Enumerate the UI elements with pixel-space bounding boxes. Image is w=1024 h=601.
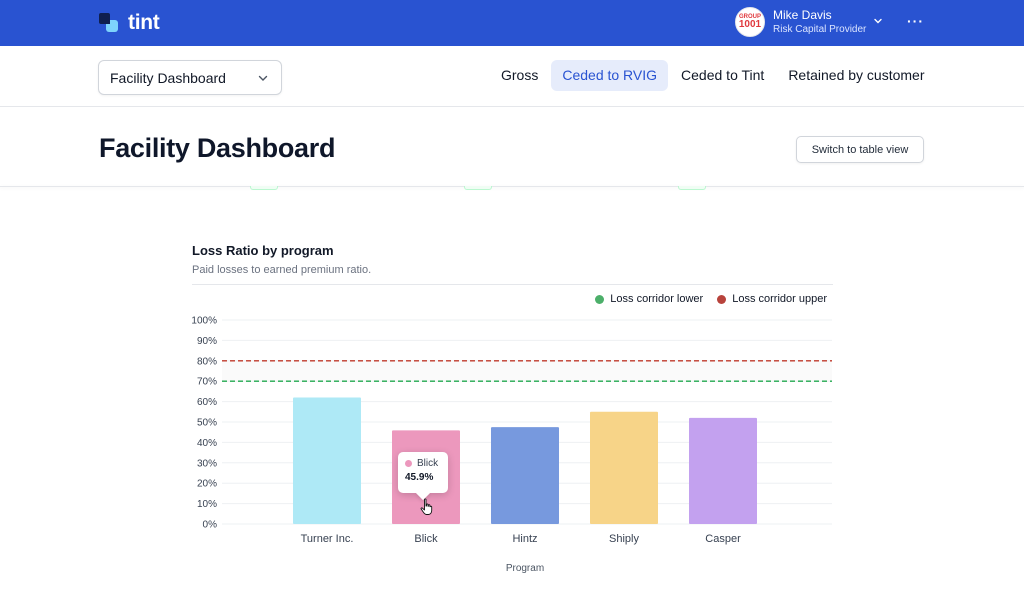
dashboard-select[interactable]: Facility Dashboard [98, 60, 282, 95]
tab-retained-by-customer[interactable]: Retained by customer [788, 67, 925, 83]
page-title: Facility Dashboard [99, 133, 336, 163]
sub-navigation: Facility Dashboard Gross Ceded to RVIG C… [0, 46, 1024, 107]
user-name: Mike Davis [773, 8, 832, 22]
user-info: Mike Davis Risk Capital Provider [773, 8, 866, 36]
chevron-down-icon [258, 75, 268, 81]
dashboard-select-value: Facility Dashboard [110, 69, 226, 86]
partial-badge [678, 186, 706, 190]
tooltip-label: Blick [417, 458, 439, 469]
tab-ceded-to-rvig[interactable]: Ceded to RVIG [551, 60, 669, 91]
x-tick-label: Shiply [609, 533, 639, 545]
legend-label: Loss corridor lower [610, 293, 704, 305]
y-tick-label: 10% [197, 499, 217, 510]
legend-item-lower[interactable]: Loss corridor lower [595, 293, 703, 305]
avatar-text-bottom: 1001 [738, 19, 762, 30]
x-tick-label: Blick [414, 533, 438, 545]
avatar-text-top: GROUP [738, 14, 761, 20]
partial-badge [464, 186, 492, 190]
bar-turner-inc [293, 397, 361, 524]
chart-divider [192, 284, 833, 285]
y-tick-label: 0% [203, 520, 218, 531]
y-tick-label: 100% [191, 316, 217, 327]
x-tick-label: Hintz [512, 533, 537, 545]
legend-dot-icon [717, 294, 727, 304]
view-tabs: Gross Ceded to RVIG Ceded to Tint Retain… [490, 60, 938, 91]
y-tick-label: 90% [197, 336, 217, 347]
chart-subtitle: Paid losses to earned premium ratio. [192, 264, 372, 276]
chevron-down-icon[interactable] [873, 16, 883, 26]
tab-gross[interactable]: Gross [501, 67, 539, 83]
y-tick-label: 60% [197, 397, 217, 408]
y-tick-label: 40% [197, 438, 217, 449]
partial-badge [250, 186, 278, 190]
legend-label: Loss corridor upper [732, 293, 827, 305]
brand-name: tint [128, 11, 160, 34]
tab-ceded-to-tint[interactable]: Ceded to Tint [681, 67, 765, 83]
x-axis-title: Program [506, 563, 544, 574]
corridor-band [222, 360, 832, 382]
y-tick-label: 70% [197, 377, 217, 388]
brand[interactable]: tint [99, 11, 160, 35]
user-menu[interactable]: GROUP 1001 Mike Davis Risk Capital Provi… [735, 7, 882, 37]
avatar[interactable]: GROUP 1001 [735, 7, 765, 37]
switch-to-table-view-button[interactable]: Switch to table view [796, 136, 924, 163]
x-tick-label: Casper [705, 533, 741, 545]
chart-title: Loss Ratio by program [192, 243, 334, 258]
top-bar: tint GROUP 1001 Mike Davis Risk Capital … [0, 0, 1024, 46]
hand-cursor-icon [420, 498, 433, 515]
more-options-icon[interactable]: ··· [907, 13, 924, 29]
series-dot-icon [405, 460, 412, 467]
tint-logo-icon [99, 13, 118, 32]
legend-item-upper[interactable]: Loss corridor upper [717, 293, 827, 305]
y-tick-label: 20% [197, 479, 217, 490]
header-divider [0, 186, 1024, 187]
legend-dot-icon [595, 294, 605, 304]
tooltip-value: 45.9% [405, 472, 434, 483]
chart-legend: Loss corridor lower Loss corridor upper [595, 293, 827, 305]
bar-hintz [491, 427, 559, 524]
bar-casper [689, 417, 757, 524]
user-role: Risk Capital Provider [773, 24, 867, 35]
y-tick-label: 50% [197, 418, 217, 429]
chart-tooltip: Blick 45.9% [398, 452, 448, 493]
x-tick-label: Turner Inc. [301, 533, 354, 545]
bar-shiply [590, 411, 658, 524]
y-tick-label: 80% [197, 356, 217, 367]
y-tick-label: 30% [197, 458, 217, 469]
